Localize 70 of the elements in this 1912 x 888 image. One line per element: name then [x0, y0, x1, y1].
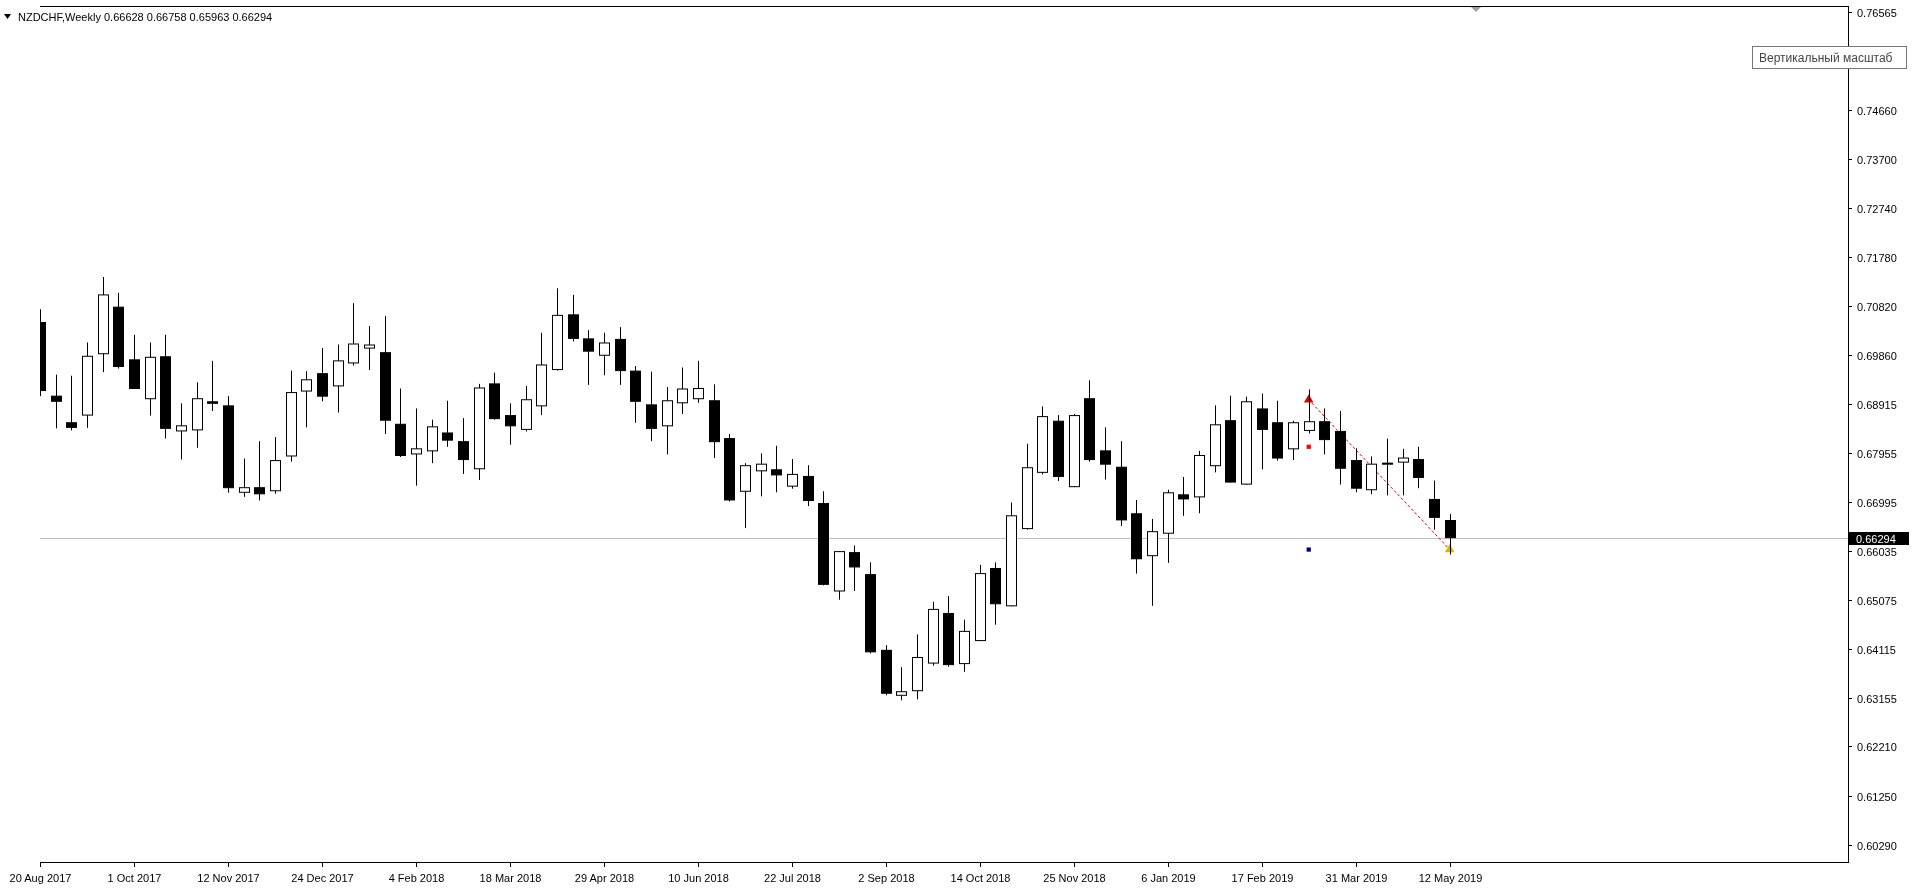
candlestick	[505, 402, 516, 446]
y-tick-label: 0.61250	[1857, 790, 1897, 803]
x-tick-label: 1 Oct 2017	[107, 872, 162, 884]
candlestick	[1178, 476, 1189, 517]
ref-line-label: 0.66294	[1856, 532, 1896, 545]
candlestick	[301, 370, 312, 428]
candlestick	[693, 360, 704, 404]
y-tick-label: 0.60290	[1857, 839, 1897, 852]
point	[1306, 547, 1311, 552]
candlestick	[207, 360, 218, 412]
x-tick-label: 20 Aug 2017	[9, 872, 72, 884]
candlestick	[583, 329, 594, 386]
candlestick	[1398, 448, 1409, 496]
x-tick-label: 29 Apr 2018	[574, 872, 635, 884]
x-tick-label: 17 Feb 2019	[1231, 872, 1294, 884]
y-tick-label: 0.76565	[1857, 6, 1897, 19]
x-tick-label: 2 Sep 2018	[858, 872, 915, 884]
y-tick-label: 0.69860	[1857, 349, 1897, 362]
x-tick-label: 10 Jun 2018	[668, 872, 729, 884]
candlestick	[849, 544, 860, 592]
x-tick-label: 12 Nov 2017	[197, 872, 260, 884]
candlestick	[66, 375, 77, 431]
candlestick	[599, 332, 610, 376]
candlestick	[1319, 407, 1330, 455]
y-tick-label: 0.63155	[1857, 692, 1897, 705]
y-tick-label: 0.68915	[1857, 398, 1897, 411]
y-tick-label: 0.66035	[1857, 545, 1897, 558]
candlestick	[176, 402, 187, 461]
candlestick	[1429, 480, 1440, 531]
annotation: Вертикальный масштаб	[1759, 51, 1893, 65]
candlestick	[1413, 446, 1424, 489]
y-tick-label: 0.74660	[1857, 104, 1897, 117]
candlestick	[1257, 393, 1268, 470]
candlestick	[771, 445, 782, 493]
candlestick	[646, 371, 657, 442]
candlestick	[317, 347, 328, 402]
y-tick-label: 0.72740	[1857, 202, 1897, 215]
candlestick	[442, 400, 453, 448]
y-tick-label: 0.70820	[1857, 300, 1897, 313]
x-tick-label: 31 Mar 2019	[1325, 872, 1388, 884]
y-tick-label: 0.71780	[1857, 251, 1897, 264]
candlestick	[411, 407, 422, 487]
candlestick	[1100, 426, 1111, 481]
y-tick-label: 0.73700	[1857, 153, 1897, 166]
x-tick-label: 22 Jul 2018	[764, 872, 821, 884]
candlestick	[364, 325, 375, 371]
y-tick-label: 0.65075	[1857, 594, 1897, 607]
x-tick-label: 25 Nov 2018	[1043, 872, 1106, 884]
chart-title: NZDCHF,Weekly 0.66628 0.66758 0.65963 0.66294	[18, 11, 273, 23]
x-tick-label: 4 Feb 2018	[388, 872, 445, 884]
x-tick-label: 24 Dec 2017	[291, 872, 354, 884]
x-tick-label: 6 Jan 2019	[1141, 872, 1196, 884]
y-tick-label: 0.62210	[1857, 740, 1897, 753]
candlestick	[254, 440, 265, 501]
x-tick-label: 12 May 2019	[1418, 872, 1483, 884]
candlestick	[756, 452, 767, 497]
x-tick-label: 14 Oct 2018	[950, 872, 1011, 884]
candlestick	[458, 417, 469, 475]
candlestick	[677, 367, 688, 415]
y-tick-label: 0.67955	[1857, 447, 1897, 460]
y-tick-label: 0.66995	[1857, 496, 1897, 509]
candlestick	[568, 294, 579, 342]
candlestick	[51, 374, 62, 429]
candlestick	[348, 302, 359, 366]
candlestick	[896, 666, 907, 701]
candlestick	[787, 458, 798, 490]
y-tick-label: 0.64115	[1857, 643, 1896, 656]
candlestick	[1382, 438, 1393, 496]
x-tick-label: 18 Mar 2018	[479, 872, 542, 884]
candlestick	[239, 458, 250, 498]
